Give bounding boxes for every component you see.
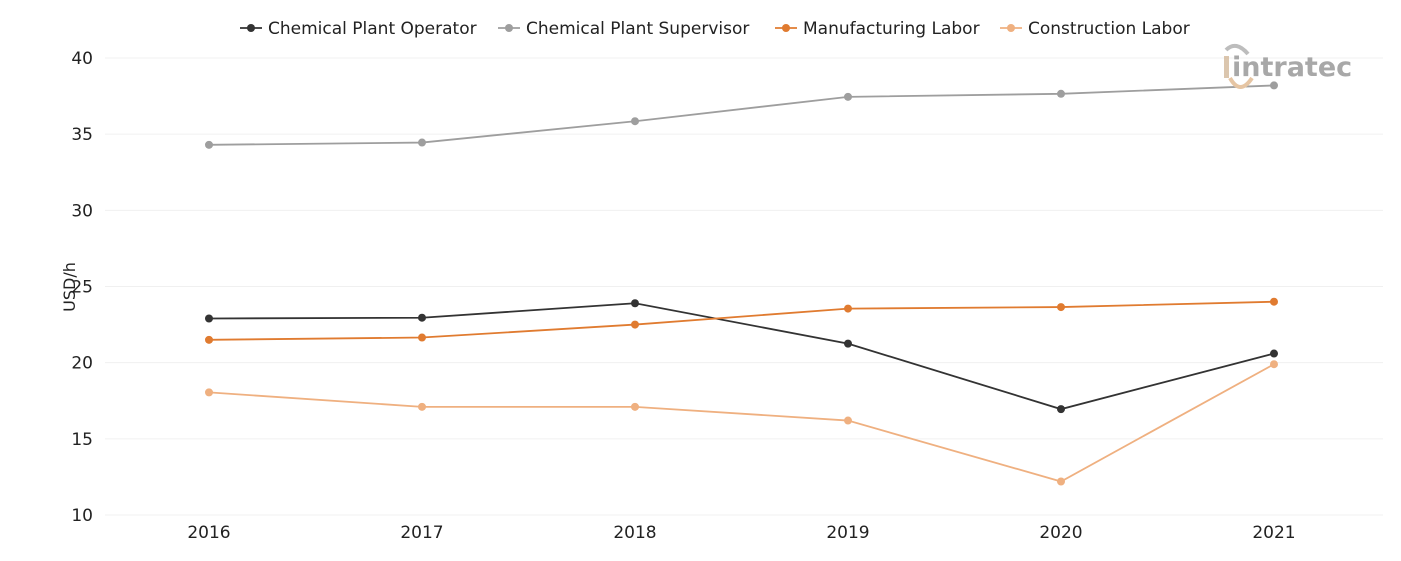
- data-point[interactable]: [418, 313, 426, 322]
- x-tick-label: 2017: [400, 523, 443, 543]
- legend-item[interactable]: Construction Labor: [1000, 19, 1190, 39]
- x-tick-label: 2019: [826, 523, 869, 543]
- legend-swatch-marker: [505, 24, 513, 32]
- series-chemical-plant-supervisor: [205, 81, 1278, 149]
- data-point[interactable]: [1270, 360, 1278, 369]
- legend-label: Chemical Plant Operator: [268, 19, 477, 39]
- data-point[interactable]: [205, 335, 213, 344]
- y-tick-label: 35: [71, 125, 93, 145]
- data-point[interactable]: [844, 92, 852, 101]
- data-point[interactable]: [418, 402, 426, 411]
- x-tick-label: 2020: [1039, 523, 1082, 543]
- data-point[interactable]: [631, 402, 639, 411]
- data-point[interactable]: [205, 388, 213, 397]
- data-point[interactable]: [1270, 297, 1278, 306]
- legend[interactable]: Chemical Plant Operator Chemical Plant Su…: [240, 19, 1190, 39]
- series-line: [208, 302, 1275, 411]
- legend-label: Manufacturing Labor: [803, 19, 980, 39]
- grid-lines: [105, 57, 1383, 516]
- series-chemical-plant-operator: [205, 299, 1278, 414]
- legend-swatch-marker: [782, 24, 790, 32]
- series-manufacturing-labor: [205, 297, 1278, 344]
- data-point[interactable]: [205, 314, 213, 323]
- data-point[interactable]: [1270, 81, 1278, 90]
- y-tick-label: 10: [71, 506, 93, 526]
- legend-item[interactable]: Chemical Plant Supervisor: [498, 19, 749, 39]
- x-axis-ticks: 2016 2017 2018 2019 2020 2021: [187, 523, 1295, 543]
- data-point[interactable]: [418, 333, 426, 342]
- y-tick-label: 40: [71, 49, 93, 69]
- data-point[interactable]: [844, 304, 852, 313]
- logo-mark-cup: [1228, 76, 1254, 89]
- series-line: [208, 84, 1275, 146]
- data-point[interactable]: [1270, 349, 1278, 358]
- x-tick-label: 2016: [187, 523, 230, 543]
- y-tick-label: 15: [71, 430, 93, 450]
- data-point[interactable]: [1057, 405, 1065, 414]
- y-tick-label: 20: [71, 354, 93, 374]
- x-tick-label: 2018: [613, 523, 656, 543]
- series-layer: [205, 81, 1278, 486]
- series-construction-labor: [205, 360, 1278, 486]
- series-line: [208, 300, 1275, 341]
- logo-mark-bar: [1224, 56, 1229, 78]
- data-point[interactable]: [1057, 303, 1065, 312]
- x-tick-label: 2021: [1252, 523, 1295, 543]
- y-axis-title: USD/h: [60, 262, 79, 312]
- y-tick-label: 30: [71, 201, 93, 221]
- y-axis-ticks: 10 15 20 25 30 35 40: [71, 49, 93, 526]
- y-tick-label: 25: [71, 278, 93, 298]
- data-point[interactable]: [1057, 477, 1065, 486]
- data-point[interactable]: [844, 339, 852, 348]
- legend-item[interactable]: Manufacturing Labor: [775, 19, 980, 39]
- data-point[interactable]: [1057, 89, 1065, 98]
- legend-label: Construction Labor: [1028, 19, 1190, 39]
- legend-swatch-marker: [247, 24, 255, 32]
- logo-text: intratec: [1232, 52, 1352, 83]
- legend-swatch-marker: [1007, 24, 1015, 32]
- legend-item[interactable]: Chemical Plant Operator: [240, 19, 477, 39]
- data-point[interactable]: [631, 320, 639, 329]
- data-point[interactable]: [631, 117, 639, 126]
- intratec-logo: intratec: [1224, 43, 1352, 89]
- data-point[interactable]: [844, 416, 852, 425]
- logo-mark: [1224, 43, 1250, 56]
- series-line: [208, 363, 1275, 483]
- data-point[interactable]: [205, 140, 213, 149]
- data-point[interactable]: [631, 299, 639, 308]
- data-point[interactable]: [418, 138, 426, 147]
- legend-label: Chemical Plant Supervisor: [526, 19, 749, 39]
